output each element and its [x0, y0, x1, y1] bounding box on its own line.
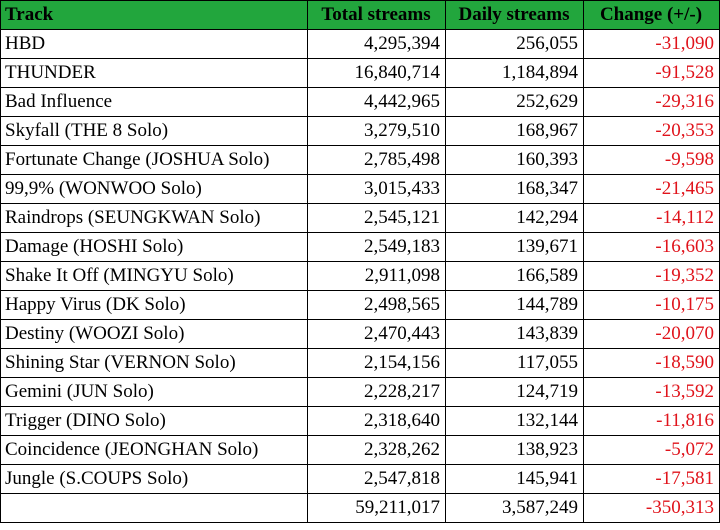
change-cell: -91,528 [583, 58, 720, 88]
daily-streams-cell: 124,719 [445, 377, 584, 407]
track-name-cell: Destiny (WOOZI Solo) [0, 319, 308, 349]
daily-streams-cell: 143,839 [445, 319, 584, 349]
daily-streams-cell: 166,589 [445, 261, 584, 291]
track-name-cell: Fortunate Change (JOSHUA Solo) [0, 145, 308, 175]
total-streams-cell: 2,785,498 [307, 145, 446, 175]
table-row: HBD 4,295,394 256,055 -31,090 [0, 29, 720, 59]
change-cell: -14,112 [583, 203, 720, 233]
change-cell: -17,581 [583, 464, 720, 494]
total-streams-cell: 2,911,098 [307, 261, 446, 291]
table-footer: 59,211,017 3,587,249 -350,313 [0, 493, 720, 523]
totals-daily-streams: 3,587,249 [445, 493, 584, 523]
daily-streams-cell: 138,923 [445, 435, 584, 465]
track-name-cell: Raindrops (SEUNGKWAN Solo) [0, 203, 308, 233]
daily-streams-cell: 142,294 [445, 203, 584, 233]
table-row: Shake It Off (MINGYU Solo) 2,911,098 166,5… [0, 261, 720, 291]
track-name-cell: Jungle (S.COUPS Solo) [0, 464, 308, 494]
table-body: HBD 4,295,394 256,055 -31,090 THUNDER 16,840,… [0, 29, 720, 494]
total-streams-cell: 2,498,565 [307, 290, 446, 320]
header-track: Track [0, 0, 308, 30]
daily-streams-cell: 168,967 [445, 116, 584, 146]
total-streams-cell: 2,228,217 [307, 377, 446, 407]
change-cell: -21,465 [583, 174, 720, 204]
table-row: Coincidence (JEONGHAN Solo) 2,328,262 138,… [0, 435, 720, 465]
change-cell: -11,816 [583, 406, 720, 436]
change-cell: -5,072 [583, 435, 720, 465]
track-name-cell: Skyfall (THE 8 Solo) [0, 116, 308, 146]
daily-streams-cell: 256,055 [445, 29, 584, 59]
total-streams-cell: 2,154,156 [307, 348, 446, 378]
table-row: Raindrops (SEUNGKWAN Solo) 2,545,121 142,2… [0, 203, 720, 233]
change-cell: -10,175 [583, 290, 720, 320]
table-row: Gemini (JUN Solo) 2,228,217 124,719 -13,592 [0, 377, 720, 407]
total-streams-cell: 2,549,183 [307, 232, 446, 262]
daily-streams-cell: 168,347 [445, 174, 584, 204]
daily-streams-cell: 132,144 [445, 406, 584, 436]
track-name-cell: Coincidence (JEONGHAN Solo) [0, 435, 308, 465]
track-name-cell: HBD [0, 29, 308, 59]
total-streams-cell: 2,328,262 [307, 435, 446, 465]
table-row: Destiny (WOOZI Solo) 2,470,443 143,839 -20,… [0, 319, 720, 349]
track-name-cell: THUNDER [0, 58, 308, 88]
table-header: Track Total streams Daily streams Change… [0, 0, 720, 30]
change-cell: -16,603 [583, 232, 720, 262]
total-streams-cell: 3,279,510 [307, 116, 446, 146]
total-streams-cell: 2,470,443 [307, 319, 446, 349]
header-row: Track Total streams Daily streams Change… [0, 0, 720, 30]
track-name-cell: Trigger (DINO Solo) [0, 406, 308, 436]
change-cell: -20,070 [583, 319, 720, 349]
daily-streams-cell: 144,789 [445, 290, 584, 320]
track-name-cell: 99,9% (WONWOO Solo) [0, 174, 308, 204]
table-row: Shining Star (VERNON Solo) 2,154,156 117,0… [0, 348, 720, 378]
header-daily-streams: Daily streams [445, 0, 584, 30]
track-name-cell: Bad Influence [0, 87, 308, 117]
track-name-cell: Shining Star (VERNON Solo) [0, 348, 308, 378]
totals-total-streams: 59,211,017 [307, 493, 446, 523]
track-name-cell: Shake It Off (MINGYU Solo) [0, 261, 308, 291]
table-row: Happy Virus (DK Solo) 2,498,565 144,789 -10… [0, 290, 720, 320]
daily-streams-cell: 139,671 [445, 232, 584, 262]
header-change: Change (+/-) [583, 0, 720, 30]
total-streams-cell: 2,318,640 [307, 406, 446, 436]
change-cell: -18,590 [583, 348, 720, 378]
table-row: Jungle (S.COUPS Solo) 2,547,818 145,941 -17… [0, 464, 720, 494]
change-cell: -9,598 [583, 145, 720, 175]
track-name-cell: Damage (HOSHI Solo) [0, 232, 308, 262]
total-streams-cell: 4,295,394 [307, 29, 446, 59]
change-cell: -31,090 [583, 29, 720, 59]
daily-streams-cell: 252,629 [445, 87, 584, 117]
daily-streams-cell: 117,055 [445, 348, 584, 378]
totals-track-cell [0, 493, 308, 523]
total-streams-cell: 2,547,818 [307, 464, 446, 494]
total-streams-cell: 2,545,121 [307, 203, 446, 233]
track-name-cell: Gemini (JUN Solo) [0, 377, 308, 407]
table-row: Fortunate Change (JOSHUA Solo) 2,785,498 1… [0, 145, 720, 175]
table-row: THUNDER 16,840,714 1,184,894 -91,528 [0, 58, 720, 88]
daily-streams-cell: 1,184,894 [445, 58, 584, 88]
track-name-cell: Happy Virus (DK Solo) [0, 290, 308, 320]
change-cell: -19,352 [583, 261, 720, 291]
header-total-streams: Total streams [307, 0, 446, 30]
table-row: Trigger (DINO Solo) 2,318,640 132,144 -11,8… [0, 406, 720, 436]
change-cell: -13,592 [583, 377, 720, 407]
totals-row: 59,211,017 3,587,249 -350,313 [0, 493, 720, 523]
table-row: Damage (HOSHI Solo) 2,549,183 139,671 -16,6… [0, 232, 720, 262]
change-cell: -29,316 [583, 87, 720, 117]
totals-change: -350,313 [583, 493, 720, 523]
daily-streams-cell: 160,393 [445, 145, 584, 175]
table-row: Skyfall (THE 8 Solo) 3,279,510 168,967 -20,… [0, 116, 720, 146]
table-row: 99,9% (WONWOO Solo) 3,015,433 168,347 -21,4… [0, 174, 720, 204]
change-cell: -20,353 [583, 116, 720, 146]
table-row: Bad Influence 4,442,965 252,629 -29,316 [0, 87, 720, 117]
daily-streams-cell: 145,941 [445, 464, 584, 494]
total-streams-cell: 3,015,433 [307, 174, 446, 204]
total-streams-cell: 4,442,965 [307, 87, 446, 117]
total-streams-cell: 16,840,714 [307, 58, 446, 88]
